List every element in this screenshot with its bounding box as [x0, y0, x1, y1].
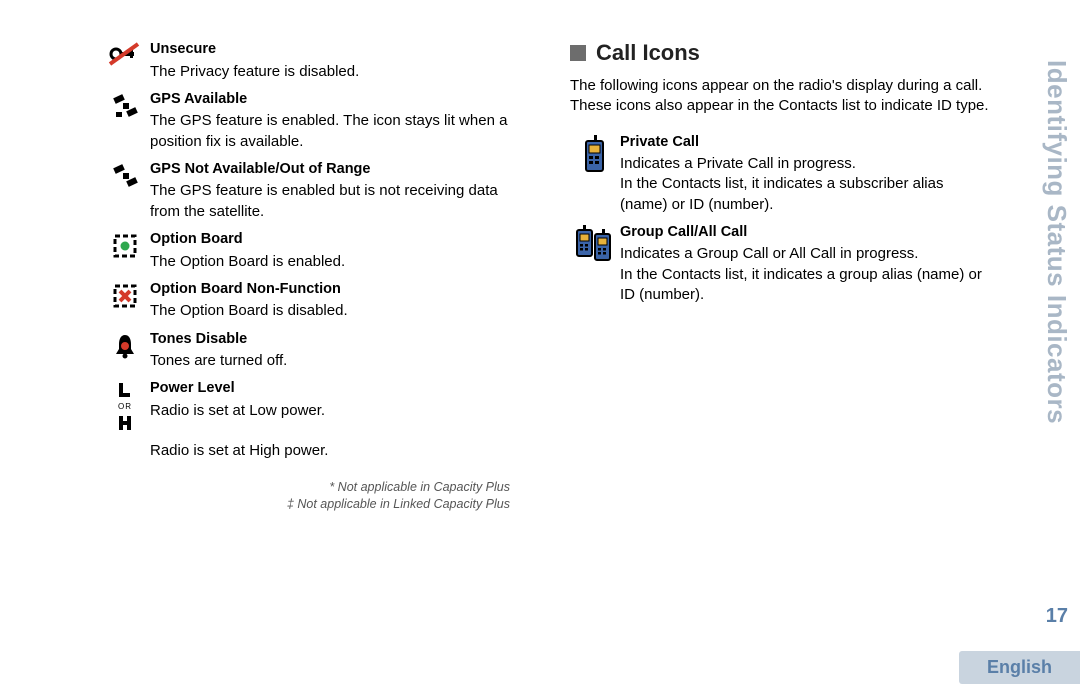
group-call-desc-2: In the Contacts list, it indicates a gro… — [620, 265, 990, 306]
tones-disable-title: Tones Disable — [150, 330, 520, 350]
footnote-1: * Not applicable in Capacity Plus — [100, 479, 510, 495]
gps-not-available-desc: The GPS feature is enabled but is not re… — [150, 181, 520, 222]
private-call-desc-1: Indicates a Private Call in progress. — [620, 154, 990, 174]
content-columns: Unsecure The Privacy feature is disabled… — [100, 40, 1020, 512]
unsecure-desc: The Privacy feature is disabled. — [150, 62, 520, 82]
gps-available-desc: The GPS feature is enabled. The icon sta… — [150, 111, 520, 152]
option-board-icon — [100, 230, 150, 260]
row-tones-disable: Tones Disable Tones are turned off. — [100, 330, 520, 372]
row-group-call: Group Call/All Call Indicates a Group Ca… — [570, 223, 990, 305]
unsecure-icon — [100, 40, 150, 66]
option-board-nf-icon — [100, 280, 150, 310]
footnotes: * Not applicable in Capacity Plus ‡ Not … — [100, 479, 520, 512]
section-intro: The following icons appear on the radio'… — [570, 76, 990, 117]
power-high-icon — [116, 414, 134, 432]
private-call-title: Private Call — [620, 133, 990, 153]
section-title: Call Icons — [596, 40, 700, 66]
power-level-icon: OR — [100, 379, 150, 432]
gps-not-available-icon — [100, 160, 150, 192]
right-column: Call Icons The following icons appear on… — [570, 40, 1020, 512]
power-low-desc: Radio is set at Low power. — [150, 401, 520, 421]
group-call-icon — [570, 223, 620, 267]
manual-page: Unsecure The Privacy feature is disabled… — [0, 0, 1080, 698]
section-header: Call Icons — [570, 40, 990, 66]
page-number: 17 — [1046, 605, 1068, 628]
tones-disable-icon — [100, 330, 150, 360]
row-power-level: OR Power Level Radio is set at Low power… — [100, 379, 520, 461]
power-high-desc: Radio is set at High power. — [150, 441, 520, 461]
gps-not-available-title: GPS Not Available/Out of Range — [150, 160, 520, 180]
group-call-desc-1: Indicates a Group Call or All Call in pr… — [620, 244, 990, 264]
section-bullet-icon — [570, 45, 586, 61]
power-or-label: OR — [118, 402, 132, 411]
option-board-title: Option Board — [150, 230, 520, 250]
row-option-board-nf: Option Board Non-Function The Option Boa… — [100, 280, 520, 322]
tones-disable-desc: Tones are turned off. — [150, 351, 520, 371]
private-call-icon — [570, 133, 620, 175]
gps-available-icon — [100, 90, 150, 122]
side-tab-label: Identifying Status Indicators — [1041, 60, 1072, 424]
footnote-2: ‡ Not applicable in Linked Capacity Plus — [100, 496, 510, 512]
gps-available-title: GPS Available — [150, 90, 520, 110]
row-gps-not-available: GPS Not Available/Out of Range The GPS f… — [100, 160, 520, 222]
language-tab: English — [959, 651, 1080, 684]
unsecure-title: Unsecure — [150, 40, 520, 60]
power-low-icon — [116, 381, 134, 399]
option-board-desc: The Option Board is enabled. — [150, 252, 520, 272]
row-unsecure: Unsecure The Privacy feature is disabled… — [100, 40, 520, 82]
power-level-title: Power Level — [150, 379, 520, 399]
option-board-nf-desc: The Option Board is disabled. — [150, 301, 520, 321]
left-column: Unsecure The Privacy feature is disabled… — [100, 40, 520, 512]
private-call-desc-2: In the Contacts list, it indicates a sub… — [620, 174, 990, 215]
row-option-board: Option Board The Option Board is enabled… — [100, 230, 520, 272]
group-call-title: Group Call/All Call — [620, 223, 990, 243]
row-gps-available: GPS Available The GPS feature is enabled… — [100, 90, 520, 152]
row-private-call: Private Call Indicates a Private Call in… — [570, 133, 990, 215]
option-board-nf-title: Option Board Non-Function — [150, 280, 520, 300]
